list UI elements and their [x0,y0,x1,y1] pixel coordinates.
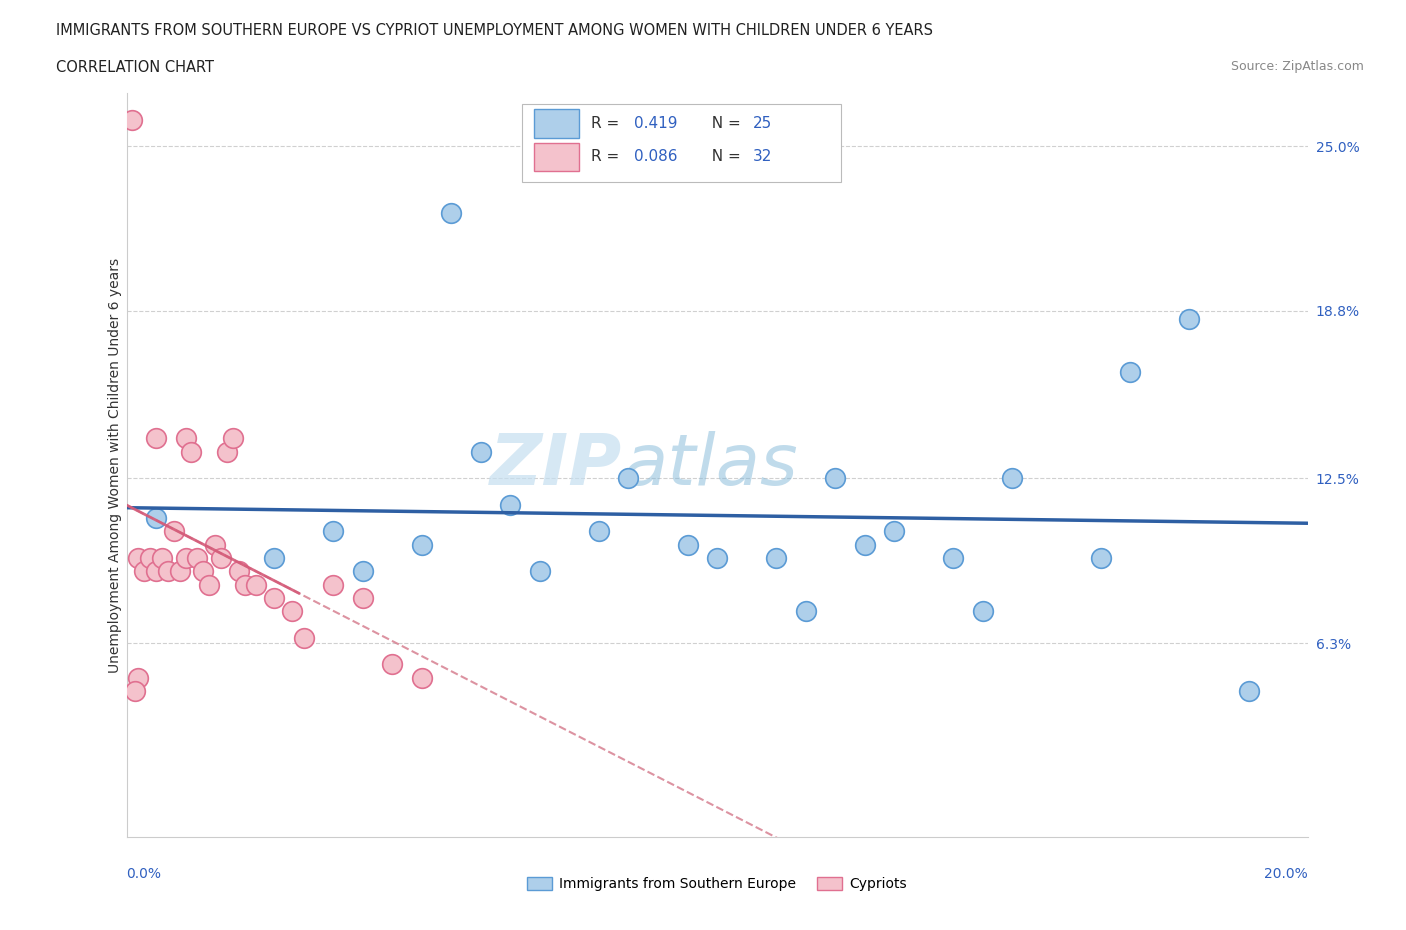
Point [765,551,787,565]
Point [824,471,846,485]
Text: CORRELATION CHART: CORRELATION CHART [56,60,214,75]
Text: N =: N = [702,116,745,131]
Bar [534,143,579,171]
Point [853,538,876,552]
Point [180,445,202,459]
Point [150,551,173,565]
Point [169,564,191,578]
Point [263,551,285,565]
Point [145,564,167,578]
Point [186,551,208,565]
Point [1237,684,1260,698]
Point [1178,312,1201,326]
Legend: Immigrants from Southern Europe, Cypriots: Immigrants from Southern Europe, Cypriot… [522,872,912,897]
Point [127,551,149,565]
Text: Source: ZipAtlas.com: Source: ZipAtlas.com [1230,60,1364,73]
Point [794,604,817,618]
Point [245,578,267,592]
Bar [534,110,579,138]
Text: 32: 32 [752,150,772,165]
Point [352,591,374,605]
Point [127,671,149,685]
Point [529,564,551,578]
Text: N =: N = [702,150,745,165]
Point [121,113,143,127]
Text: IMMIGRANTS FROM SOUTHERN EUROPE VS CYPRIOT UNEMPLOYMENT AMONG WOMEN WITH CHILDRE: IMMIGRANTS FROM SOUTHERN EUROPE VS CYPRI… [56,23,934,38]
Text: 20.0%: 20.0% [1264,867,1308,881]
Point [470,445,492,459]
Point [706,551,728,565]
Point [499,498,522,512]
Text: R =: R = [591,116,624,131]
Point [215,445,238,459]
Point [156,564,179,578]
Text: ZIP: ZIP [491,431,623,499]
Point [145,431,167,445]
Point [411,671,433,685]
Text: 25: 25 [752,116,772,131]
Point [1119,365,1142,379]
Point [972,604,994,618]
Text: 0.419: 0.419 [634,116,678,131]
Point [124,684,146,698]
Point [174,431,197,445]
Point [1090,551,1112,565]
Point [228,564,250,578]
Point [942,551,965,565]
Point [139,551,162,565]
Point [588,524,610,538]
Point [883,524,905,538]
Point [352,564,374,578]
Point [440,206,463,220]
Point [233,578,256,592]
Point [209,551,232,565]
Point [263,591,285,605]
Text: atlas: atlas [623,431,797,499]
Y-axis label: Unemployment Among Women with Children Under 6 years: Unemployment Among Women with Children U… [108,258,122,672]
Text: R =: R = [591,150,624,165]
Point [411,538,433,552]
Point [163,524,186,538]
Point [204,538,226,552]
Point [193,564,215,578]
Point [198,578,221,592]
Point [617,471,640,485]
Point [322,524,344,538]
Point [292,631,315,645]
Point [381,657,404,671]
FancyBboxPatch shape [522,104,841,182]
Point [1001,471,1024,485]
Point [322,578,344,592]
Text: 0.0%: 0.0% [127,867,162,881]
Point [174,551,197,565]
Point [676,538,699,552]
Point [281,604,304,618]
Point [145,511,167,525]
Text: 0.086: 0.086 [634,150,678,165]
Point [134,564,156,578]
Point [222,431,245,445]
